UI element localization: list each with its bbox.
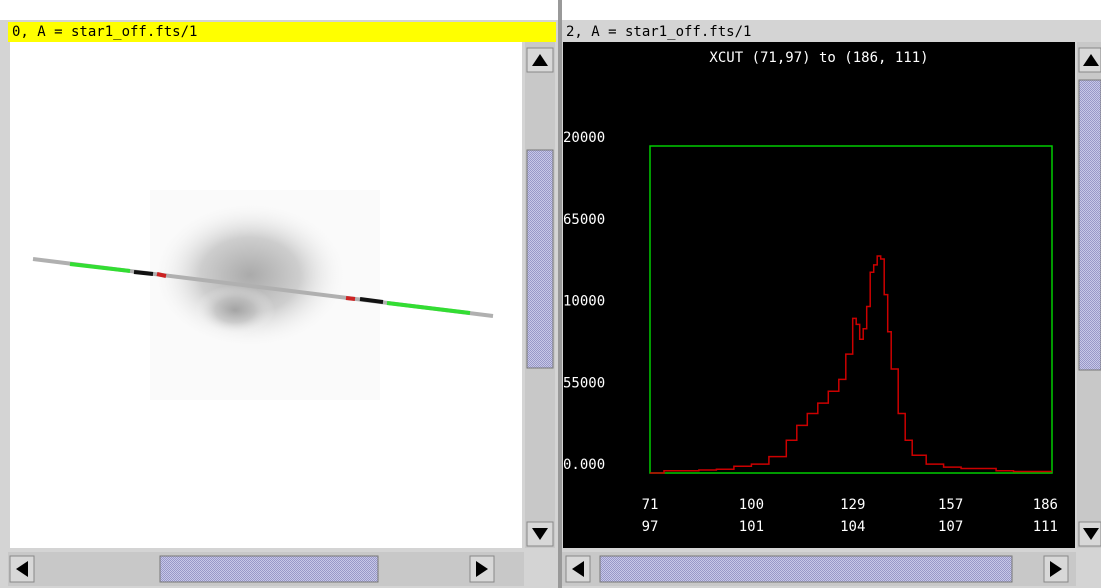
right-title: 2, A = star1_off.fts/1	[566, 24, 751, 40]
galaxy-lobe	[195, 285, 275, 335]
x-tick-label-row2: 111	[1033, 519, 1058, 535]
left-title: 0, A = star1_off.fts/1	[12, 24, 197, 40]
x-tick-label-row2: 97	[642, 519, 659, 535]
plot-frame	[649, 145, 1053, 474]
y-tick-label: 55000	[563, 375, 605, 391]
x-tick-label: 100	[739, 497, 764, 513]
left-vscroll[interactable]	[525, 42, 555, 548]
plot-view: XCUT (71,97) to (186, 111)20000650001000…	[563, 42, 1075, 548]
y-tick-label: 0.000	[563, 457, 605, 473]
x-tick-label: 129	[840, 497, 865, 513]
x-tick-label: 186	[1033, 497, 1058, 513]
y-tick-label: 10000	[563, 294, 605, 310]
plot-background	[563, 42, 1075, 548]
y-tick-label: 20000	[563, 130, 605, 146]
plot-title: XCUT (71,97) to (186, 111)	[709, 50, 928, 66]
x-tick-label: 71	[642, 497, 659, 513]
right-vscroll[interactable]	[1077, 42, 1101, 548]
profile-line	[650, 255, 1052, 474]
cut-line	[32, 257, 494, 318]
x-tick-label-row2: 107	[938, 519, 963, 535]
right-hscroll[interactable]	[562, 552, 1076, 586]
right-title-bar	[562, 22, 1101, 42]
x-tick-label-row2: 101	[739, 519, 764, 535]
left-hscroll[interactable]	[8, 552, 524, 586]
x-tick-label-row2: 104	[840, 519, 865, 535]
x-tick-label: 157	[938, 497, 963, 513]
y-tick-label: 65000	[563, 212, 605, 228]
divider	[558, 0, 562, 588]
plot: XCUT (71,97) to (186, 111)20000650001000…	[563, 50, 1058, 535]
top-strip	[0, 0, 1101, 20]
left-title-bar	[8, 22, 556, 42]
